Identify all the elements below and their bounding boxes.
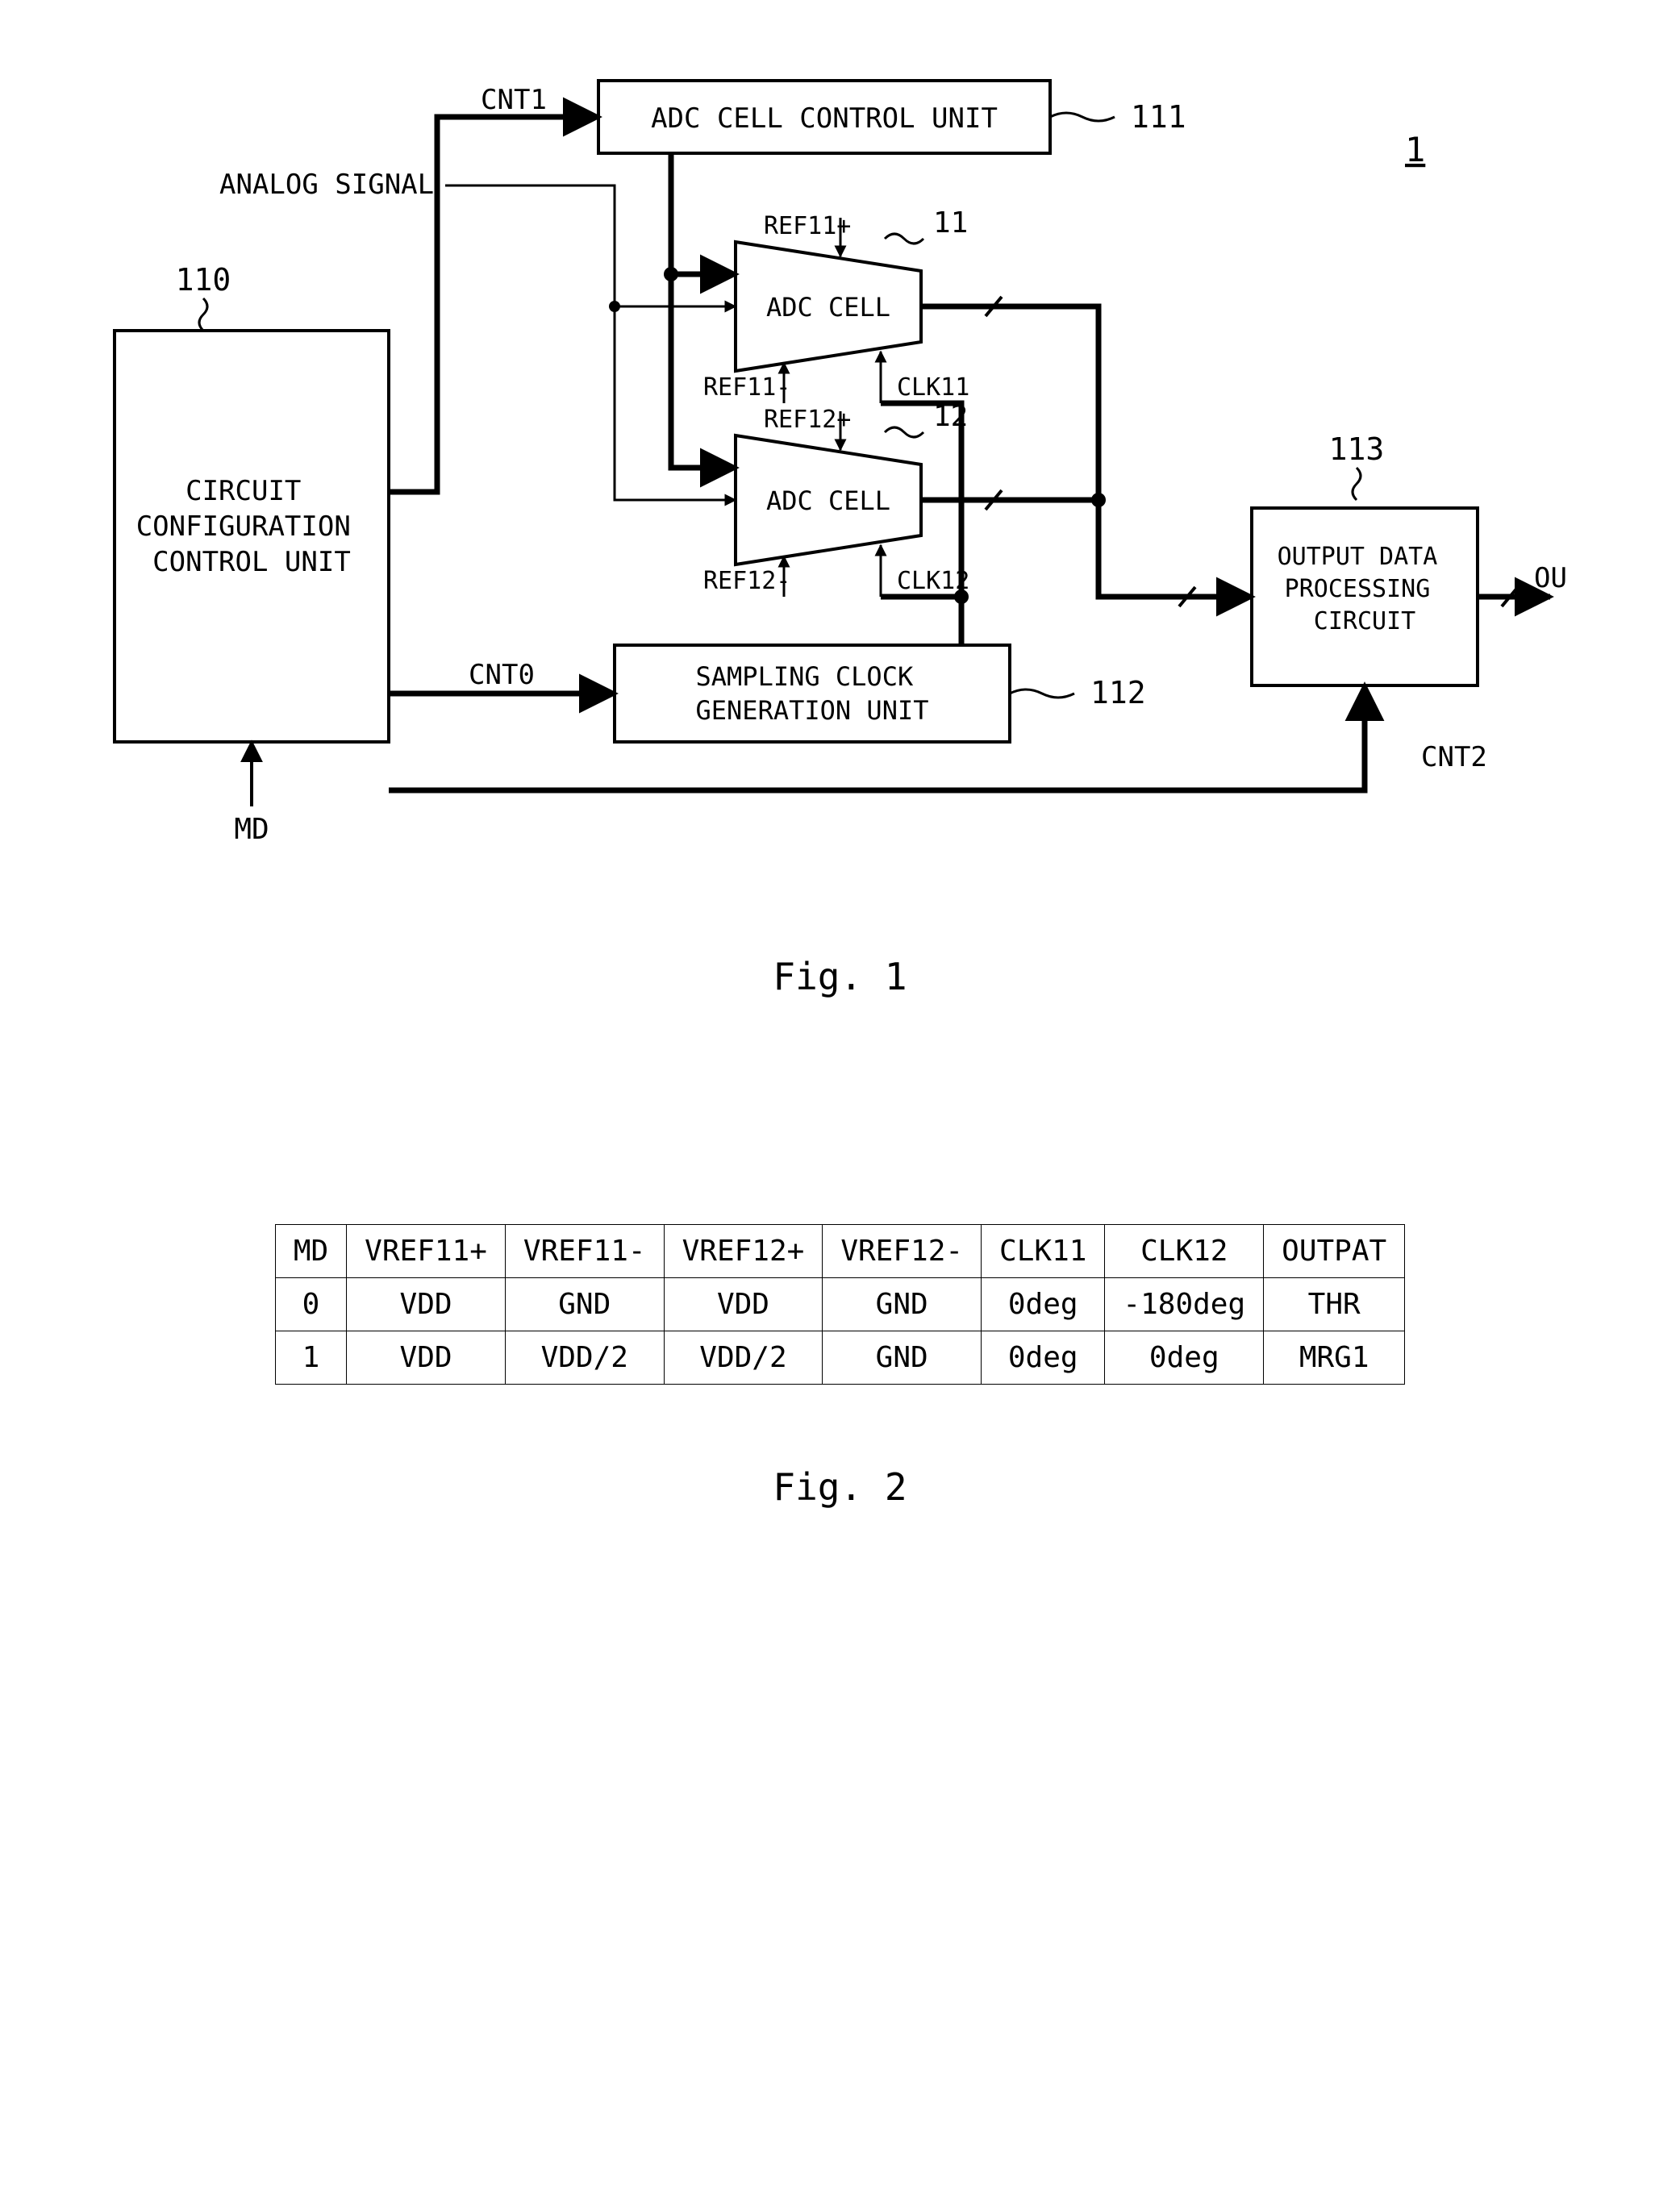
analog-label: ANALOG SIGNAL	[219, 169, 434, 201]
cell11-label: ADC CELL	[765, 292, 890, 323]
table-cell: THR	[1264, 1278, 1405, 1331]
table-header: VREF11+	[347, 1225, 506, 1278]
table-cell: 0deg	[982, 1278, 1105, 1331]
ccu-ref: 110	[175, 262, 231, 298]
table-cell: 0	[275, 1278, 346, 1331]
cell12-label: ADC CELL	[765, 485, 890, 516]
table-header: VREF12-	[823, 1225, 982, 1278]
fig2-caption: Fig. 2	[34, 1465, 1647, 1509]
ref12p-label: REF12+	[764, 406, 851, 434]
cnt0-label: CNT0	[469, 659, 535, 691]
table-header: VREF11-	[505, 1225, 664, 1278]
accu-ref: 111	[1131, 99, 1186, 135]
system-ref: 1	[1405, 130, 1425, 169]
table-row: 1VDDVDD/2VDD/2GND0deg0degMRG1	[275, 1331, 1404, 1385]
fig1-caption: Fig. 1	[34, 955, 1647, 998]
scg-ref: 112	[1090, 675, 1146, 710]
cnt2-label: CNT2	[1421, 741, 1487, 773]
cell11-ref: 11	[933, 206, 968, 240]
table-cell: 0deg	[1105, 1331, 1264, 1385]
table-row: 0VDDGNDVDDGND0deg-180degTHR	[275, 1278, 1404, 1331]
ref11p-label: REF11+	[764, 212, 851, 240]
fig2-table: MDVREF11+VREF11-VREF12+VREF12-CLK11CLK12…	[275, 1224, 1405, 1385]
table-header: MD	[275, 1225, 346, 1278]
table-header: CLK11	[982, 1225, 1105, 1278]
ref11m-label: REF11-	[703, 373, 790, 402]
table-cell: GND	[505, 1278, 664, 1331]
table-header: CLK12	[1105, 1225, 1264, 1278]
table-cell: 1	[275, 1331, 346, 1385]
cnt1-label: CNT1	[481, 84, 547, 116]
table-header: OUTPAT	[1264, 1225, 1405, 1278]
table-cell: GND	[823, 1331, 982, 1385]
out-label: OUT	[1534, 562, 1566, 594]
table-cell: VDD	[664, 1278, 823, 1331]
accu-label: ADC CELL CONTROL UNIT	[651, 102, 998, 135]
scg-block	[615, 645, 1010, 742]
table-cell: MRG1	[1264, 1331, 1405, 1385]
table-cell: -180deg	[1105, 1278, 1264, 1331]
table-cell: VDD	[347, 1331, 506, 1385]
ref12m-label: REF12-	[703, 567, 790, 595]
clk11-label: CLK11	[897, 373, 969, 402]
table-cell: VDD	[347, 1278, 506, 1331]
table-cell: VDD/2	[505, 1331, 664, 1385]
md-label: MD	[234, 813, 269, 846]
table-cell: 0deg	[982, 1331, 1105, 1385]
table-cell: GND	[823, 1278, 982, 1331]
table-header: VREF12+	[664, 1225, 823, 1278]
odp-ref: 113	[1328, 431, 1384, 467]
fig1-diagram: CIRCUIT CONFIGURATION CONTROL UNIT 110 A…	[34, 32, 1566, 919]
table-cell: VDD/2	[664, 1331, 823, 1385]
